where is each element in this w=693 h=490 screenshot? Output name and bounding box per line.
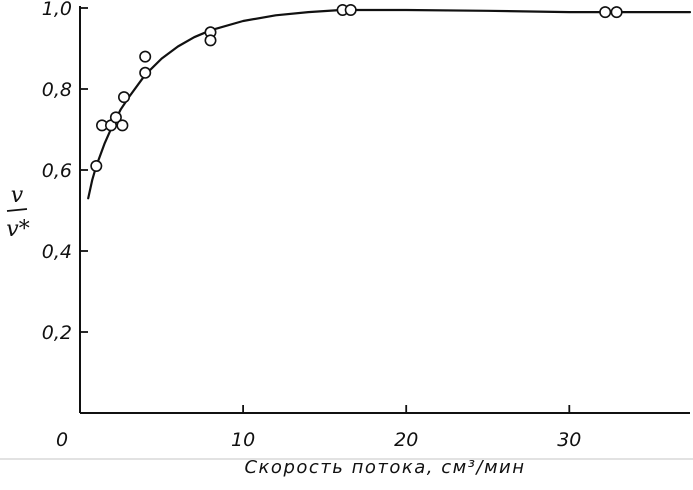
x-axis-label: Скорость потока, см³/мин <box>244 457 525 478</box>
data-point <box>90 160 103 173</box>
data-point <box>116 119 129 132</box>
y-axis-label: v v* <box>6 183 29 242</box>
data-point <box>139 66 152 79</box>
y-tick-label: 0,4 <box>42 241 72 263</box>
data-marks <box>87 4 692 200</box>
data-point <box>344 4 357 16</box>
fitted-curve <box>87 8 692 200</box>
y-label-numerator: v <box>11 183 24 208</box>
data-point <box>204 34 217 47</box>
x-tick-label: 20 <box>394 429 418 451</box>
y-tick-label: 0,6 <box>42 160 72 182</box>
data-point <box>599 6 612 19</box>
y-label-fraction-bar <box>6 208 28 212</box>
y-tick-label: 0,2 <box>42 322 72 344</box>
data-point <box>139 50 152 63</box>
y-tick-label: 0,8 <box>42 79 72 101</box>
data-point <box>610 6 623 19</box>
data-point <box>118 91 131 104</box>
data-point <box>109 111 122 124</box>
x-tick-label: 10 <box>231 429 255 451</box>
y-tick-label: 1,0 <box>42 0 72 20</box>
y-label-denominator: v* <box>6 217 29 242</box>
x-tick-label: 0 <box>56 429 68 451</box>
x-tick-label: 30 <box>557 429 581 451</box>
tick-group: 0 10 20 30 0,2 0,4 0,6 0,8 1,0 <box>42 0 582 451</box>
